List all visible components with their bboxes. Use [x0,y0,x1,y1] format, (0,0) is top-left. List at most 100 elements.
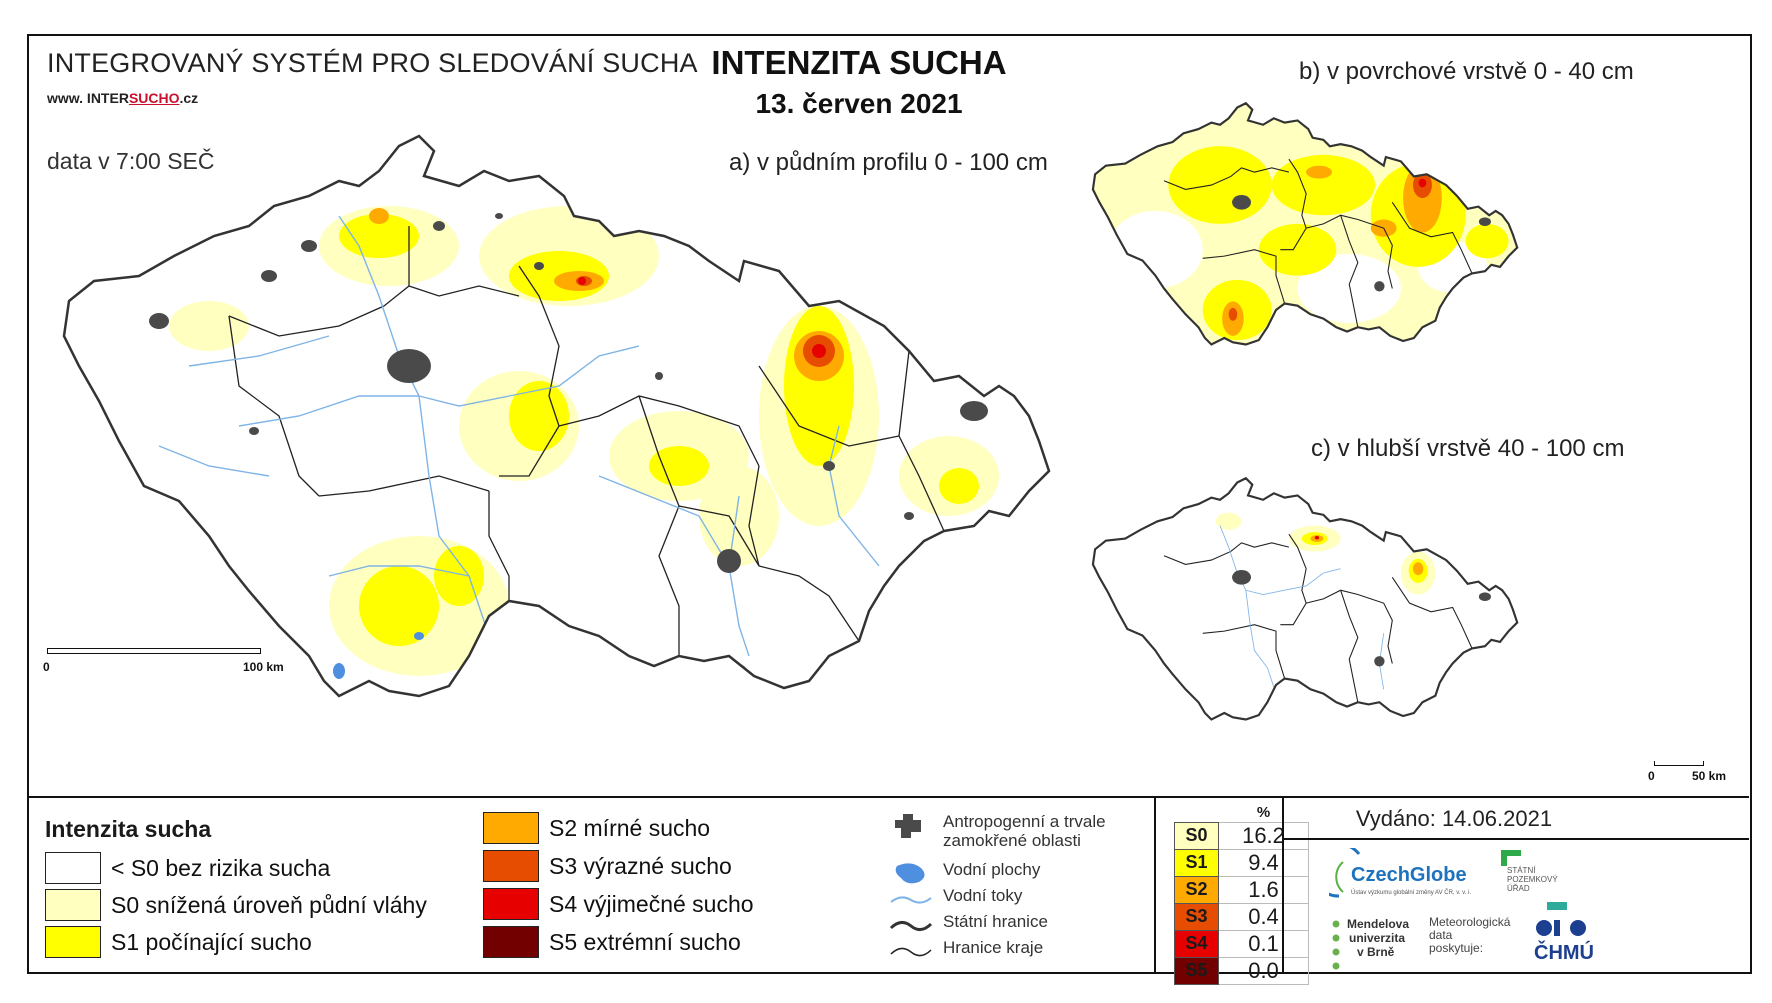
spu-logo: STÁTNÍ POZEMKOVÝ ÚŘAD [1499,848,1579,918]
stats-code-s2: S2 [1174,875,1219,904]
mendel-line-2: univerzita [1349,931,1406,945]
legend-symbol-river: Vodní toky [889,886,1022,912]
legend-bar: Intenzita sucha < S0 bez rizika sucha S0… [29,796,1749,985]
issued-separator [1284,838,1749,840]
scalebar-main-end: 100 km [243,660,284,674]
stats-divider [1282,798,1284,974]
map-b-surface-layer [1091,101,1519,346]
data-time-label: data v 7:00 SEČ [47,148,215,174]
water-body-icon [895,863,925,884]
legend-symbol-region-border: Hranice kraje [889,938,1043,964]
map-b-label: b) v povrchové vrstvě 0 - 40 cm [1299,58,1634,85]
legend-swatch-s4 [483,888,539,920]
legend-symbol-river-label: Vodní toky [943,886,1023,905]
scalebar-main-start: 0 [43,660,50,674]
legend-swatch-s1 [45,926,101,958]
legend-item-s5: S5 extrémní sucho [483,926,741,958]
legend-item-s2: S2 mírné sucho [483,812,710,844]
stats-header-row: % [1175,804,1309,822]
stats-code-s1: S1 [1174,848,1219,877]
stats-value-s3: 0.4 [1218,902,1309,931]
map-c-label: c) v hlubší vrstvě 40 - 100 cm [1311,435,1625,462]
stats-code-s5: S5 [1174,956,1219,985]
drought-stats-table: % S0 16.2 S1 9.4 S2 1.6 S3 0.4 S4 0.1 [1174,804,1309,985]
legend-label-s1: S1 počínající sucho [111,928,312,955]
legend-symbol-state-border-label: Státní hranice [943,912,1048,931]
stats-header-unit: % [1256,804,1271,822]
stats-value-s4: 0.1 [1218,929,1309,958]
url-prefix: www. INTER [47,90,129,106]
legend-label-s0: S0 snížená úroveň půdní vláhy [111,891,427,918]
stats-code-s3: S3 [1174,902,1219,931]
legend-symbol-water-body-label: Vodní plochy [943,860,1041,879]
legend-swatch-none [45,852,101,884]
mendel-line-3: v Brně [1357,945,1395,959]
map-date: 13. červen 2021 [755,88,963,119]
stats-row-s1: S1 9.4 [1174,848,1309,877]
czechglobe-name: CzechGlobe [1351,864,1467,886]
mendel-dots-icon [1332,920,1340,970]
map-a-full-profile [62,134,1051,698]
stats-code-s4: S4 [1174,929,1219,958]
river-icon [890,896,932,904]
scalebar-small-start: 0 [1648,769,1655,783]
meteo-line-3: poskytuje: [1429,941,1484,955]
spu-name: STÁTNÍ POZEMKOVÝ ÚŘAD [1507,866,1558,893]
map-frame: INTEGROVANÝ SYSTÉM PRO SLEDOVÁNÍ SUCHA w… [27,34,1752,985]
legend-swatch-s2 [483,812,539,844]
stats-header-code [1175,804,1219,822]
czechglobe-logo: CzechGlobe Ústav výzkumu globální změny … [1311,842,1479,908]
mendel-line-1: Mendelova [1347,917,1410,931]
chmu-mark-icon [1536,920,1586,936]
main-title: INTENZITA SUCHA [711,44,1007,81]
state-border-icon [889,921,933,931]
stats-row-s5: S5 0.0 [1174,956,1309,985]
legend-label-s3: S3 výrazné sucho [549,852,732,879]
issued-date: Vydáno: 14.06.2021 [1355,806,1553,831]
region-border-icon [890,947,932,957]
scalebar-small-end: 50 km [1692,769,1727,783]
legend-symbol-anthropogenic: Antropogenní a trvale zamokřené oblasti [889,812,1133,850]
legend-divider [1154,798,1156,974]
legend-label-s5: S5 extrémní sucho [549,928,741,955]
legend-label-s4: S4 výjimečné sucho [549,890,754,917]
scalebar-small-bar [1654,761,1704,766]
legend-item-s3: S3 výrazné sucho [483,850,732,882]
meteo-line-2: data [1429,928,1453,942]
chmu-name: ČHMÚ [1534,942,1594,964]
legend-item-s0: S0 snížená úroveň půdní vláhy [45,889,427,921]
legend-swatch-s3 [483,850,539,882]
stats-value-s2: 1.6 [1218,875,1309,904]
mendel-university-logo: Mendelova univerzita v Brně [1329,916,1419,972]
stats-value-s5: 0.0 [1218,956,1309,985]
legend-symbol-region-border-label: Hranice kraje [943,938,1044,957]
legend-item-s1: S1 počínající sucho [45,926,312,958]
legend-label-s2: S2 mírné sucho [549,814,711,841]
stats-row-s0: S0 16.2 [1174,821,1309,850]
stats-row-s2: S2 1.6 [1174,875,1309,904]
legend-item-s4: S4 výjimečné sucho [483,888,754,920]
website-url[interactable]: www. INTERSUCHO.cz [47,90,198,106]
legend-swatch-s5 [483,926,539,958]
legend-title: Intenzita sucha [45,816,212,842]
stats-value-s1: 9.4 [1218,848,1309,877]
legend-symbol-water-body: Vodní plochy [889,860,1040,886]
czechglobe-subtitle: Ústav výzkumu globální změny AV ČR, v. v… [1351,890,1472,896]
legend-swatch-s0 [45,889,101,921]
legend-item-none: < S0 bez rizika sucha [45,852,330,884]
legend-symbol-anthropogenic-label: Antropogenní a trvale zamokřené oblasti [943,812,1106,850]
legend-label-none: < S0 bez rizika sucha [111,854,331,881]
url-suffix: .cz [179,90,199,106]
stats-code-s0: S0 [1174,821,1219,850]
meteo-line-1: Meteorologická [1429,915,1511,929]
chmu-logo: ČHMÚ [1534,916,1614,972]
meteo-data-credit: Meteorologická data poskytuje: [1429,916,1529,972]
stats-row-s4: S4 0.1 [1174,929,1309,958]
stats-row-s3: S3 0.4 [1174,902,1309,931]
system-title: INTEGROVANÝ SYSTÉM PRO SLEDOVÁNÍ SUCHA [47,48,698,78]
stats-value-s0: 16.2 [1218,821,1309,850]
map-a-label: a) v půdním profilu 0 - 100 cm [729,149,1048,176]
map-area: INTEGROVANÝ SYSTÉM PRO SLEDOVÁNÍ SUCHA w… [29,36,1749,796]
scalebar-main-bar [47,648,261,654]
map-c-deep-layer [1091,476,1519,721]
